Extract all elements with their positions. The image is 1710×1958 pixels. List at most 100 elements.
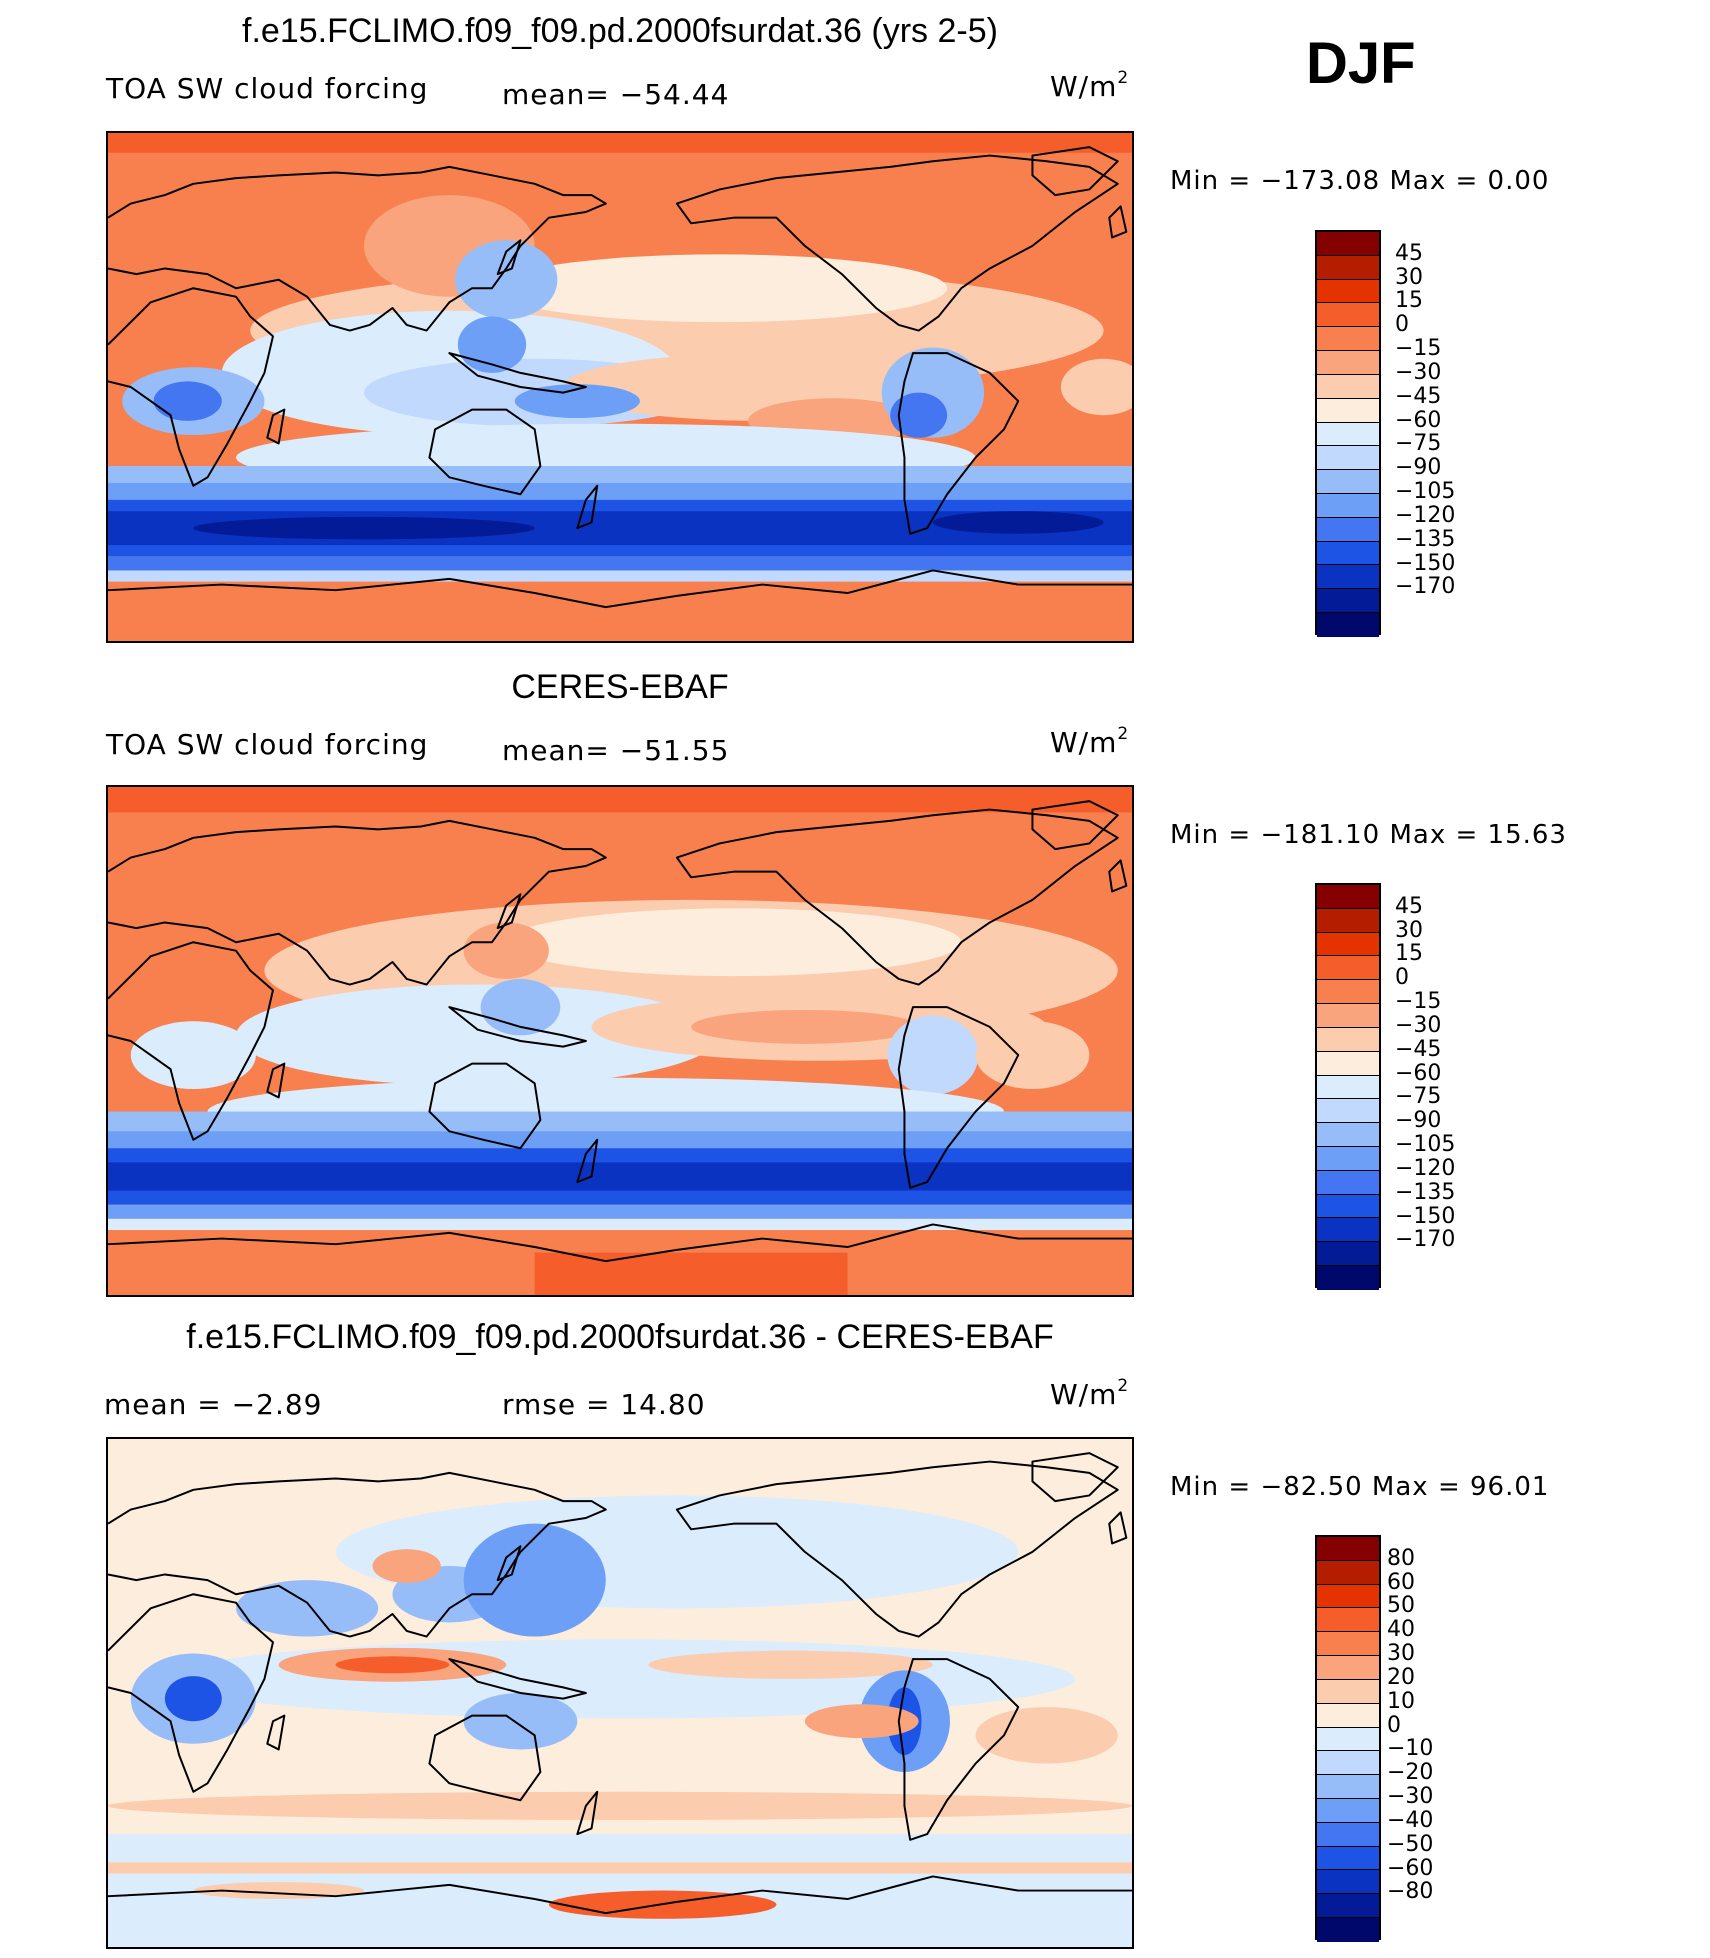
panel-2-mean: mean= −51.55 <box>502 734 730 767</box>
colorbar-tick-label: 10 <box>1387 1688 1415 1714</box>
colorbar-tick-label: −60 <box>1395 407 1442 433</box>
colorbar-tick-label: 30 <box>1395 264 1423 290</box>
colorbar-swatch <box>1317 613 1379 637</box>
colorbar-swatch <box>1317 327 1379 352</box>
panel-3-title: f.e15.FCLIMO.f09_f09.pd.2000fsurdat.36 -… <box>186 1318 1054 1356</box>
colorbar-swatch <box>1317 374 1379 399</box>
colorbar-swatch <box>1317 1679 1379 1704</box>
colorbar-tick-label: −15 <box>1395 989 1442 1015</box>
colorbar-tick-label: 45 <box>1395 893 1423 919</box>
colorbar-tick-label: −80 <box>1387 1879 1434 1905</box>
colorbar-swatch <box>1317 422 1379 447</box>
colorbar-swatch <box>1317 932 1379 957</box>
colorbar-tick-label: 45 <box>1395 240 1423 266</box>
colorbar-swatch <box>1317 1146 1379 1171</box>
colorbar-tick-label: 80 <box>1387 1545 1415 1571</box>
colorbar-tick-label: −90 <box>1395 1108 1442 1134</box>
panel-2-map-svg <box>108 787 1132 1295</box>
colorbar-swatch <box>1317 1075 1379 1100</box>
panel-3-rmse: rmse = 14.80 <box>502 1388 706 1421</box>
panel-3-map-svg <box>108 1439 1132 1947</box>
colorbar-swatch <box>1317 1798 1379 1823</box>
panel-1-units: W/m2 <box>1050 67 1130 103</box>
panel-2-units: W/m2 <box>1050 723 1130 759</box>
season-label: DJF <box>1306 31 1416 96</box>
colorbar-tick-label: −170 <box>1395 1227 1456 1253</box>
panel-3-map <box>106 1437 1134 1949</box>
colorbar-swatch <box>1317 885 1379 909</box>
colorbar-swatch <box>1317 1846 1379 1871</box>
colorbar-tick-label: −135 <box>1395 1179 1456 1205</box>
colorbar-tick-label: −105 <box>1395 1132 1456 1158</box>
panel-3-minmax: Min = −82.50 Max = 96.01 <box>1170 1472 1550 1502</box>
panel-1-map <box>106 131 1134 643</box>
colorbar-tick-label: 20 <box>1387 1664 1415 1690</box>
colorbar-tick-label: −50 <box>1387 1831 1434 1857</box>
panel-2-field-label: TOA SW cloud forcing <box>106 728 429 761</box>
colorbar-swatch <box>1317 908 1379 933</box>
colorbar-swatch <box>1317 541 1379 566</box>
colorbar-swatch <box>1317 1632 1379 1657</box>
colorbar-swatch <box>1317 1703 1379 1728</box>
panel-1-field-label: TOA SW cloud forcing <box>106 72 429 105</box>
colorbar-swatch <box>1317 1584 1379 1609</box>
panel-1-mean: mean= −54.44 <box>502 78 730 111</box>
panel-2-map <box>106 785 1134 1297</box>
colorbar-tick-label: −170 <box>1395 574 1456 600</box>
colorbar-swatch <box>1317 1656 1379 1680</box>
colorbar-tick-label: 40 <box>1387 1617 1415 1643</box>
colorbar-tick-label: 0 <box>1395 312 1409 338</box>
panel-1-colorbar <box>1315 230 1381 637</box>
colorbar-swatch <box>1317 1004 1379 1028</box>
panel-3-units: W/m2 <box>1050 1375 1130 1411</box>
colorbar-swatch <box>1317 1099 1379 1124</box>
colorbar-swatch <box>1317 1051 1379 1076</box>
colorbar-tick-label: −75 <box>1395 431 1442 457</box>
colorbar-tick-label: 30 <box>1395 917 1423 943</box>
colorbar-swatch <box>1317 1751 1379 1776</box>
colorbar-swatch <box>1317 1218 1379 1243</box>
colorbar-tick-label: 15 <box>1395 288 1423 314</box>
colorbar-swatch <box>1317 1870 1379 1895</box>
colorbar-tick-label: 60 <box>1387 1569 1415 1595</box>
colorbar-swatch <box>1317 446 1379 471</box>
panel-2-title: CERES-EBAF <box>511 668 729 706</box>
colorbar-swatch <box>1317 1027 1379 1052</box>
colorbar-swatch <box>1317 1266 1379 1290</box>
colorbar-swatch <box>1317 398 1379 423</box>
colorbar-tick-label: −45 <box>1395 1036 1442 1062</box>
colorbar-tick-label: −45 <box>1395 383 1442 409</box>
colorbar-swatch <box>1317 1537 1379 1561</box>
colorbar-tick-label: −75 <box>1395 1084 1442 1110</box>
colorbar-swatch <box>1317 1123 1379 1147</box>
panel-1-map-svg <box>108 133 1132 641</box>
colorbar-tick-label: −30 <box>1387 1784 1434 1810</box>
colorbar-swatch <box>1317 232 1379 256</box>
colorbar-tick-label: −40 <box>1387 1807 1434 1833</box>
panel-1-minmax: Min = −173.08 Max = 0.00 <box>1170 166 1550 196</box>
colorbar-swatch <box>1317 1194 1379 1219</box>
colorbar-tick-label: −60 <box>1387 1855 1434 1881</box>
colorbar-swatch <box>1317 1242 1379 1266</box>
colorbar-swatch <box>1317 351 1379 375</box>
colorbar-swatch <box>1317 565 1379 590</box>
colorbar-tick-label: 50 <box>1387 1593 1415 1619</box>
colorbar-swatch <box>1317 980 1379 1005</box>
colorbar-tick-label: 30 <box>1387 1641 1415 1667</box>
colorbar-swatch <box>1317 1918 1379 1942</box>
colorbar-swatch <box>1317 303 1379 328</box>
colorbar-swatch <box>1317 255 1379 280</box>
colorbar-swatch <box>1317 1170 1379 1195</box>
colorbar-swatch <box>1317 589 1379 613</box>
colorbar-tick-label: −30 <box>1395 359 1442 385</box>
colorbar-swatch <box>1317 493 1379 518</box>
panel-2-minmax: Min = −181.10 Max = 15.63 <box>1170 820 1567 850</box>
panel-3-mean: mean = −2.89 <box>104 1388 323 1421</box>
colorbar-swatch <box>1317 470 1379 494</box>
colorbar-tick-label: 0 <box>1387 1712 1401 1738</box>
colorbar-tick-label: −60 <box>1395 1060 1442 1086</box>
colorbar-tick-label: −150 <box>1395 550 1456 576</box>
colorbar-tick-label: −15 <box>1395 336 1442 362</box>
colorbar-swatch <box>1317 1727 1379 1752</box>
